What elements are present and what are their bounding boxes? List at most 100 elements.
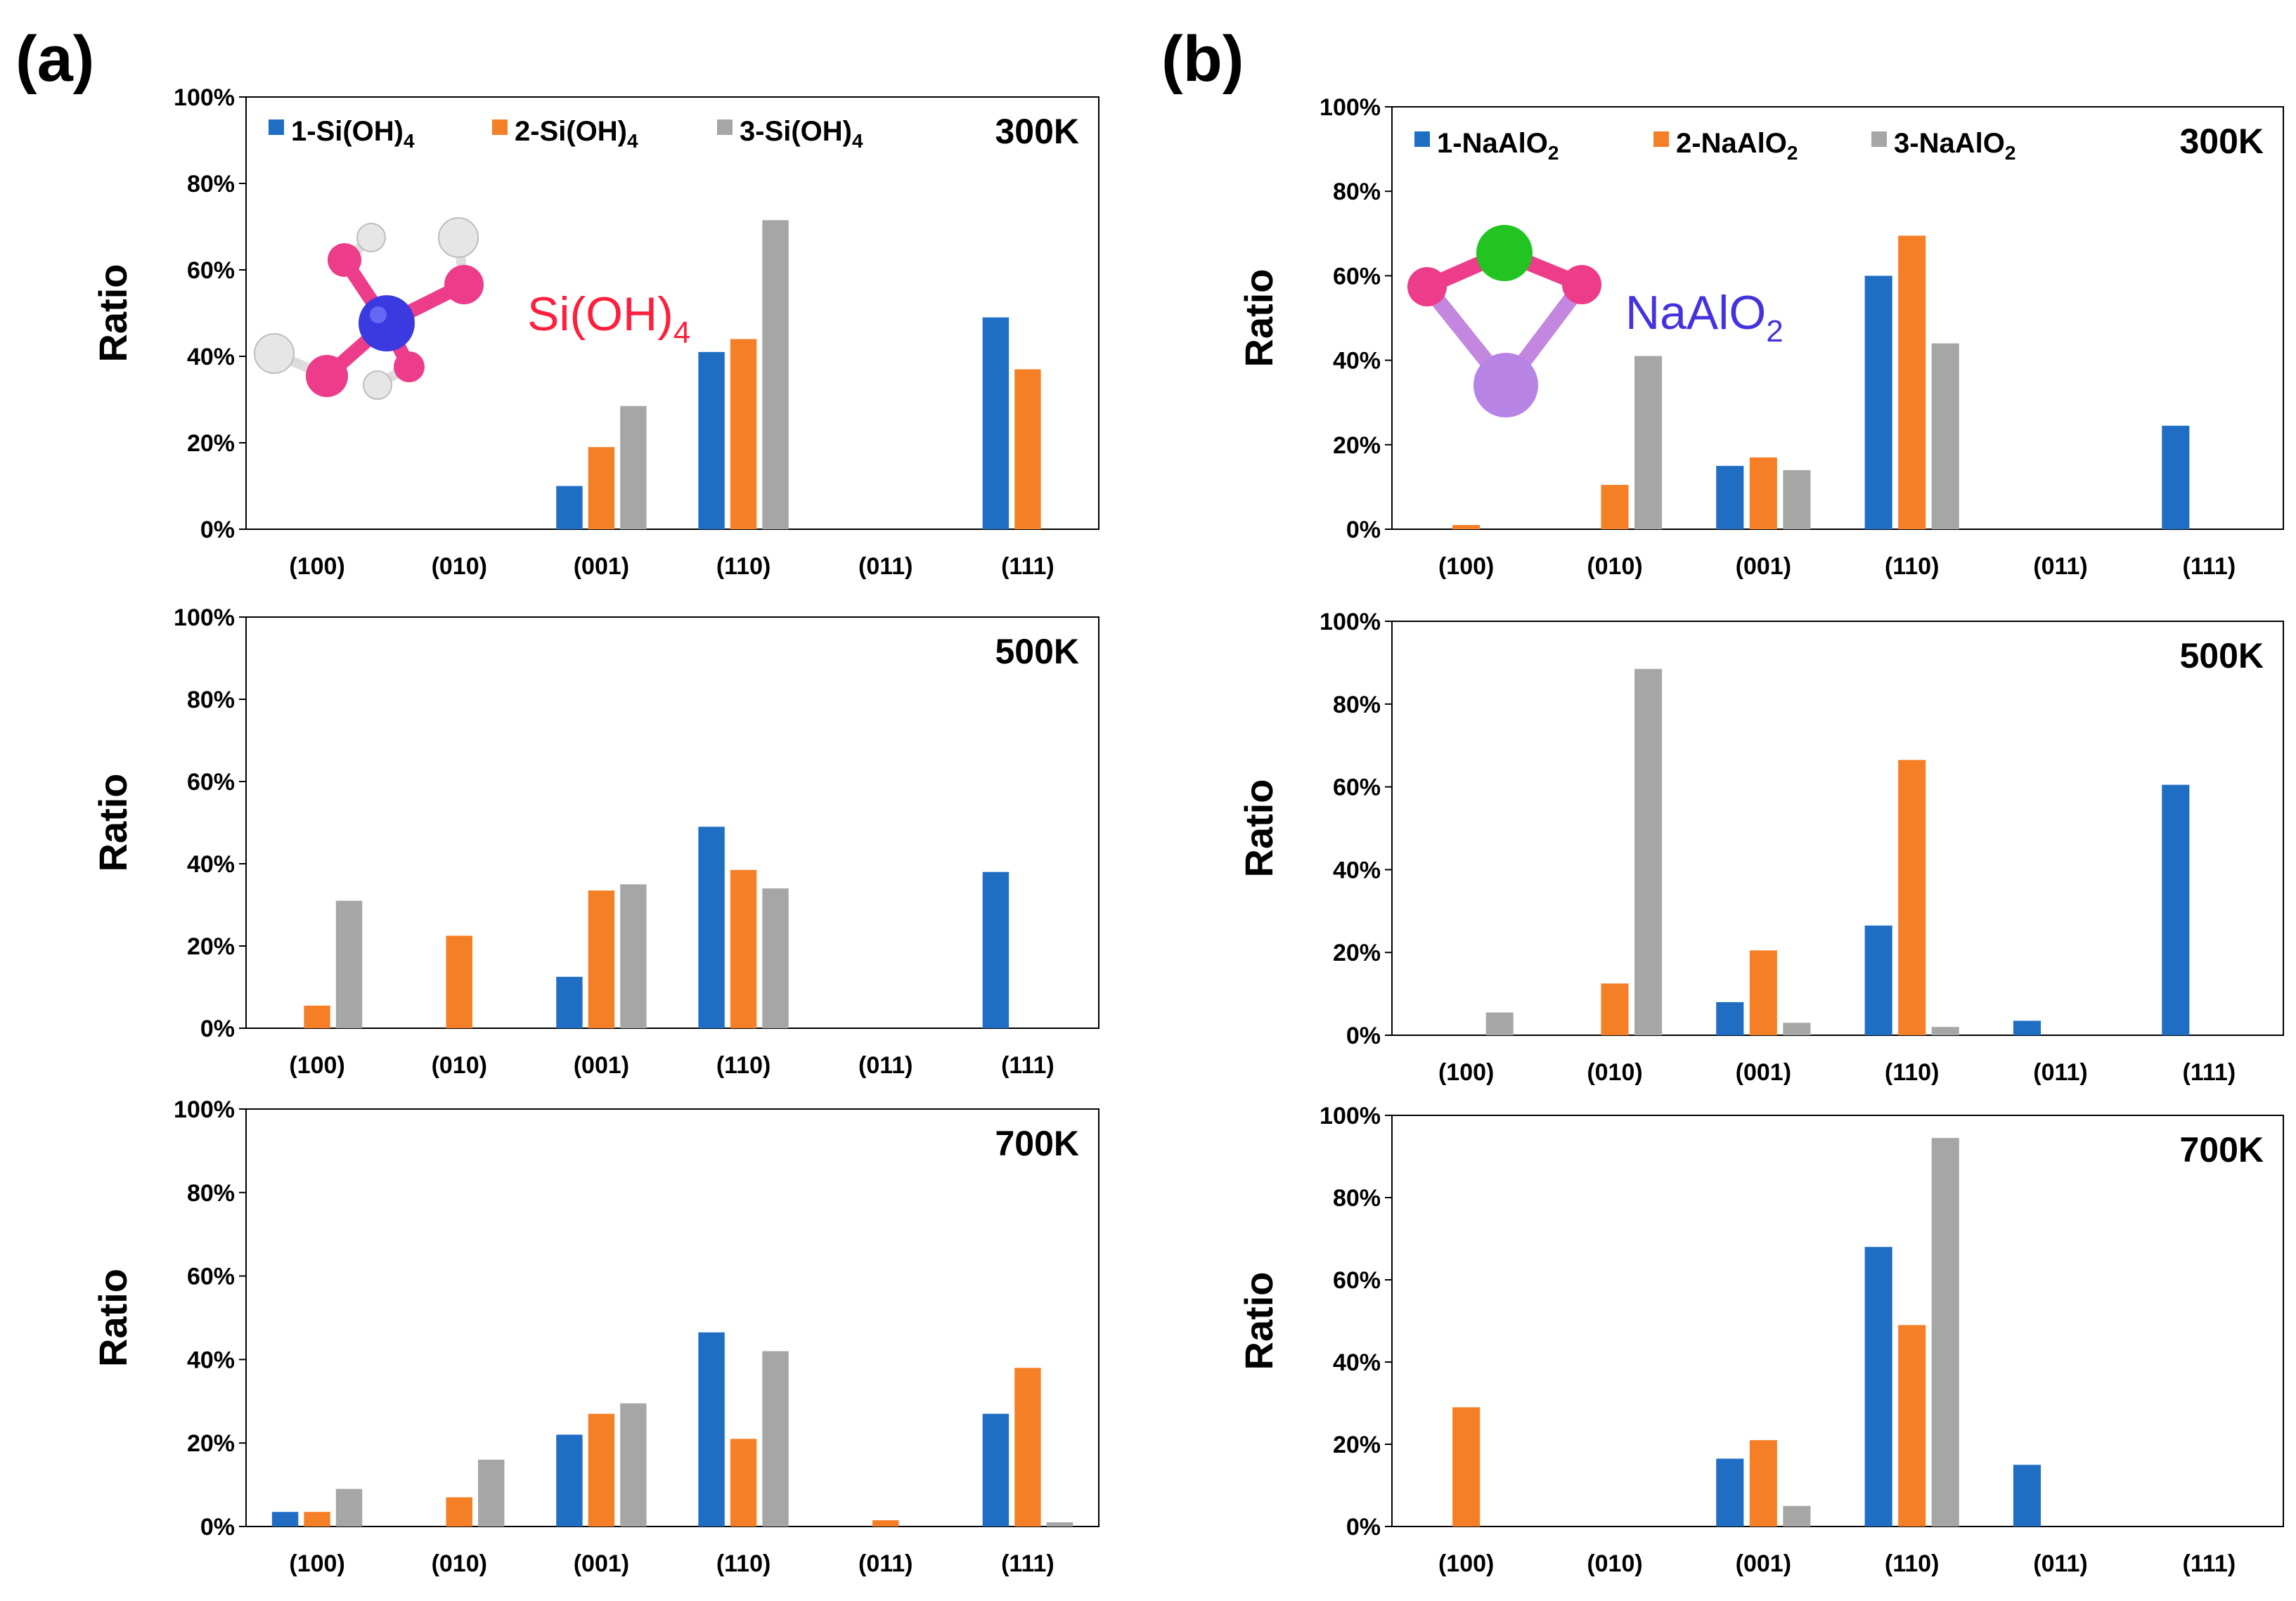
bar-1-Si(OH)4-(001) — [556, 486, 583, 529]
y-tick-label: 60% — [1333, 263, 1381, 290]
y-tick-label: 100% — [1320, 94, 1381, 121]
bar-2-Si(OH)4-(001) — [588, 1413, 615, 1527]
y-tick-label: 40% — [1333, 1349, 1381, 1376]
y-tick-label: 100% — [174, 604, 235, 631]
x-tick-label: (100) — [1438, 1059, 1494, 1086]
legend-a-swatch-3 — [717, 119, 733, 135]
x-tick-label: (011) — [2033, 553, 2088, 580]
bar-2-NaAlO2-(001) — [1749, 457, 1777, 529]
legend-a-label-1: 1-Si(OH)4 — [291, 116, 415, 152]
bar-3-Si(OH)4-(110) — [762, 1351, 789, 1527]
bar-1-NaAlO2-(001) — [1716, 1002, 1744, 1035]
x-tick-label: (111) — [1001, 1052, 1055, 1079]
bar-2-NaAlO2-(010) — [1601, 484, 1629, 529]
y-tick-label: 0% — [200, 517, 235, 543]
chart-a-700k: 0% 20% 40% 60% 80% 100% Ratio 700K (100) (010) (00… — [91, 1096, 1099, 1577]
temperature-label: 500K — [2179, 636, 2264, 675]
legend-b-swatch-1 — [1414, 131, 1430, 147]
x-tick-label: (001) — [574, 1550, 629, 1577]
plot-frame — [1391, 1115, 2284, 1527]
bar-3-NaAlO2-(110) — [1931, 1138, 1959, 1527]
x-tick-label: (010) — [1587, 1059, 1642, 1086]
chart-a-300k: 0% 20% 40% 60% 80% 100% Ratio 300K (100) (010) (00… — [91, 84, 1099, 580]
bar-1-Si(OH)4-(111) — [982, 871, 1010, 1028]
bar-3-Si(OH)4-(010) — [478, 1459, 505, 1527]
legend-b-label-1: 1-NaAlO2 — [1437, 128, 1559, 164]
y-tick-label: 40% — [1333, 857, 1381, 883]
x-tick-label: (010) — [432, 1052, 487, 1079]
bar-1-Si(OH)4-(110) — [698, 351, 725, 529]
y-tick-label: 0% — [1346, 1514, 1381, 1541]
bar-3-Si(OH)4-(110) — [762, 888, 789, 1028]
y-tick-label: 0% — [1346, 1023, 1381, 1049]
si-oh4-molecule-illustration — [254, 217, 484, 400]
bar-2-Si(OH)4-(001) — [588, 890, 615, 1028]
y-tick-label: 80% — [187, 171, 235, 197]
bar-3-NaAlO2-(010) — [1634, 668, 1663, 1035]
plot-frame — [1391, 621, 2284, 1036]
x-tick-label: (011) — [2033, 1059, 2088, 1086]
y-axis-label: Ratio — [1237, 269, 1281, 368]
bar-1-Si(OH)4-(110) — [698, 827, 725, 1028]
temperature-label: 300K — [995, 112, 1079, 151]
y-tick-label: 20% — [187, 430, 235, 457]
bar-2-NaAlO2-(110) — [1898, 1325, 1926, 1527]
y-tick-label: 100% — [1320, 609, 1381, 635]
y-axis-label: Ratio — [91, 1269, 135, 1367]
bar-2-NaAlO2-(110) — [1898, 760, 1926, 1035]
y-tick-label: 40% — [187, 1347, 235, 1373]
naalo2-molecule-illustration — [1407, 225, 1601, 417]
y-axis-label: Ratio — [1237, 779, 1281, 878]
bar-1-Si(OH)4-(111) — [982, 317, 1010, 529]
y-tick-label: 80% — [1333, 1185, 1381, 1212]
bar-3-NaAlO2-(001) — [1783, 469, 1811, 529]
bar-1-NaAlO2-(110) — [1864, 1247, 1892, 1527]
y-tick-label: 20% — [1333, 432, 1381, 459]
bar-2-Si(OH)4-(100) — [304, 1005, 330, 1028]
legend-b-swatch-3 — [1871, 131, 1887, 147]
bar-2-Si(OH)4-(001) — [588, 447, 615, 529]
bar-2-Si(OH)4-(100) — [304, 1512, 330, 1527]
bar-1-NaAlO2-(011) — [2013, 1020, 2041, 1035]
y-axis-label: Ratio — [91, 774, 135, 872]
bar-1-NaAlO2-(011) — [2013, 1465, 2041, 1527]
bar-1-NaAlO2-(110) — [1864, 276, 1892, 529]
x-tick-label: (010) — [1587, 553, 1642, 580]
bar-2-Si(OH)4-(010) — [446, 1497, 472, 1527]
bar-1-Si(OH)4-(001) — [556, 976, 583, 1028]
x-tick-label: (100) — [289, 1052, 344, 1079]
x-tick-label: (001) — [1736, 1550, 1791, 1577]
bar-1-Si(OH)4-(111) — [982, 1413, 1010, 1527]
legend-a-label-3: 3-Si(OH)4 — [740, 116, 863, 152]
legend-b: 1-NaAlO2 2-NaAlO2 3-NaAlO2 — [1414, 128, 2016, 164]
bar-1-Si(OH)4-(110) — [698, 1332, 725, 1527]
x-tick-label: (010) — [432, 553, 487, 580]
x-tick-label: (100) — [289, 553, 344, 580]
legend-a-label-2: 2-Si(OH)4 — [515, 116, 638, 152]
y-tick-label: 100% — [174, 1096, 235, 1123]
legend-b-label-2: 2-NaAlO2 — [1676, 128, 1798, 164]
bar-1-NaAlO2-(001) — [1716, 1458, 1744, 1527]
chart-b-300k: 0% 20% 40% 60% 80% 100% Ratio 300K (100) (010) (00… — [1237, 94, 2284, 580]
bar-2-Si(OH)4-(111) — [1014, 369, 1041, 529]
y-tick-label: 60% — [1333, 1267, 1381, 1294]
bar-3-NaAlO2-(001) — [1783, 1505, 1811, 1527]
x-tick-label: (110) — [1885, 1550, 1940, 1577]
bar-3-NaAlO2-(001) — [1783, 1023, 1811, 1035]
y-tick-label: 40% — [187, 344, 235, 370]
x-tick-label: (011) — [858, 1052, 913, 1079]
x-tick-label: (110) — [1885, 1059, 1940, 1086]
temperature-label: 700K — [2179, 1130, 2264, 1169]
bar-2-NaAlO2-(001) — [1749, 950, 1777, 1035]
bar-2-Si(OH)4-(110) — [730, 1439, 757, 1527]
bar-1-Si(OH)4-(001) — [556, 1434, 583, 1527]
chart-a-500k: 0% 20% 40% 60% 80% 100% Ratio 500K (100) (010) (00… — [91, 604, 1099, 1079]
y-tick-label: 20% — [1333, 940, 1381, 966]
bar-2-NaAlO2-(100) — [1452, 524, 1481, 529]
bar-1-NaAlO2-(001) — [1716, 465, 1744, 529]
x-tick-label: (001) — [574, 553, 629, 580]
bar-3-NaAlO2-(110) — [1931, 1027, 1959, 1035]
bar-2-Si(OH)4-(110) — [730, 339, 757, 529]
bar-3-NaAlO2-(100) — [1485, 1012, 1514, 1035]
bar-3-Si(OH)4-(001) — [620, 1403, 647, 1527]
